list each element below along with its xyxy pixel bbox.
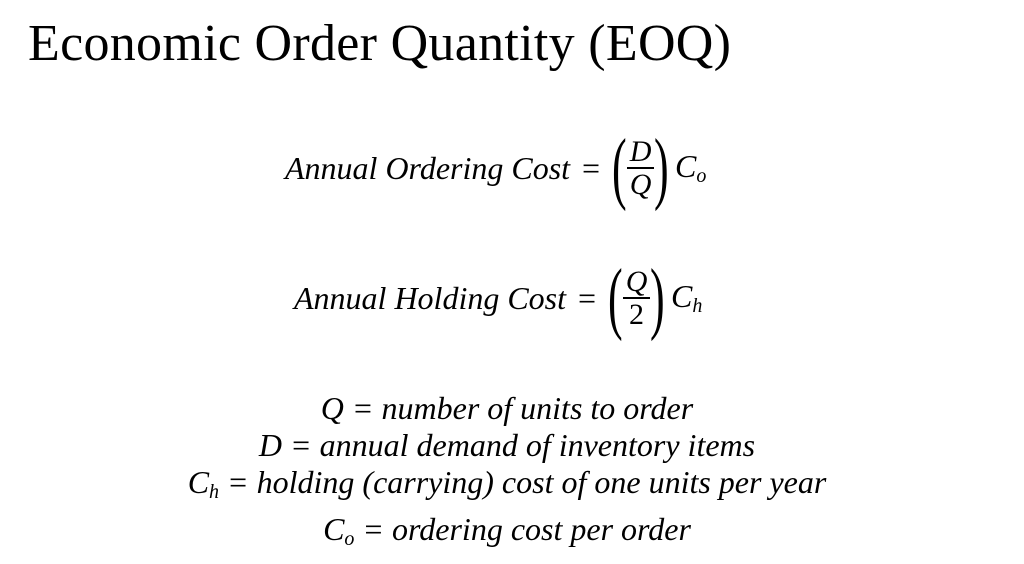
- denominator: 2: [629, 298, 645, 331]
- factor: Co: [675, 148, 707, 187]
- definition-d: D = annual demand of inventory items: [258, 427, 756, 463]
- denominator: Q: [629, 168, 652, 201]
- numerator: Q: [622, 265, 651, 299]
- formula-lhs: Annual Holding Cost: [294, 279, 567, 316]
- fraction: D Q: [626, 135, 655, 201]
- numerator: D: [626, 135, 655, 169]
- fraction: Q 2: [622, 265, 651, 331]
- formula-lhs: Annual Ordering Cost: [285, 149, 571, 186]
- definition-co: Co = ordering cost per order: [323, 511, 691, 550]
- slide-title: Economic Order Quantity (EOQ): [28, 15, 732, 72]
- annual-holding-cost-formula: Annual Holding Cost = ( Q 2 ) Ch: [294, 258, 702, 338]
- factor: Ch: [671, 278, 703, 317]
- left-paren: (: [612, 124, 627, 212]
- left-paren: (: [608, 254, 623, 342]
- definition-ch: Ch = holding (carrying) cost of one unit…: [187, 464, 827, 503]
- right-paren: ): [654, 124, 670, 212]
- definitions: Q = number of units to order D = annual …: [0, 390, 1024, 558]
- equals-sign: =: [578, 279, 597, 316]
- definition-q: Q = number of units to order: [320, 390, 694, 426]
- annual-ordering-cost-formula: Annual Ordering Cost = ( D Q ) Co: [285, 128, 706, 208]
- right-paren: ): [650, 254, 666, 342]
- equals-sign: =: [582, 149, 601, 186]
